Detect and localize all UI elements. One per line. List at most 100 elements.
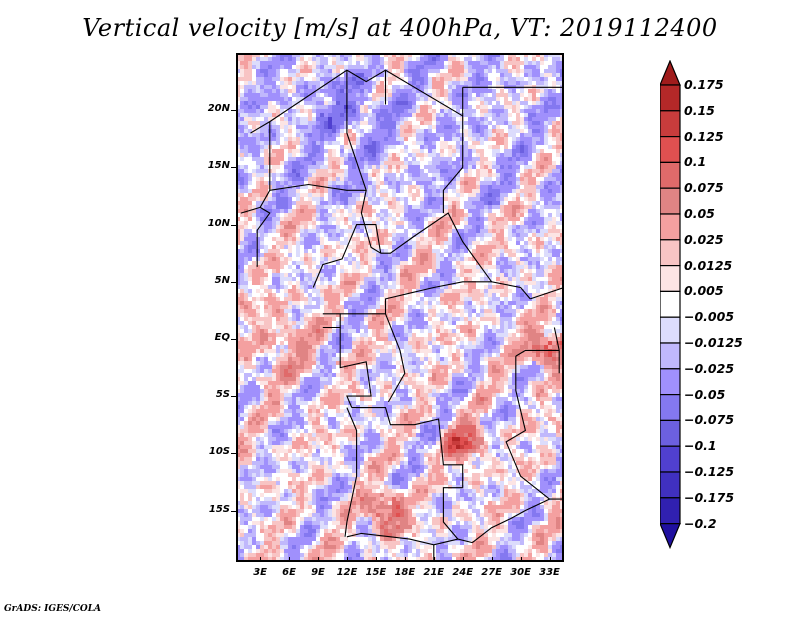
colorbar-segment <box>659 84 681 112</box>
x-tick-label: 15E <box>365 567 387 578</box>
y-tick-label: 15N <box>207 160 230 172</box>
x-tick <box>289 557 291 562</box>
border-line <box>351 407 464 488</box>
x-tick-label: 3E <box>253 567 267 578</box>
border-line <box>344 407 358 537</box>
x-tick <box>433 557 435 562</box>
colorbar-segment <box>659 213 681 241</box>
y-tick-label: 15S <box>208 503 230 515</box>
x-tick <box>260 557 262 562</box>
y-tick <box>231 396 236 398</box>
x-tick <box>404 557 406 562</box>
colorbar-segment <box>659 135 681 163</box>
colorbar-segment <box>659 187 681 215</box>
border-line <box>380 212 531 300</box>
x-tick-label: 9E <box>311 567 325 578</box>
colorbar-segment <box>659 110 681 138</box>
colorbar-label: −0.005 <box>684 309 735 325</box>
y-tick-label: 10S <box>208 446 230 458</box>
colorbar-segment <box>659 161 681 189</box>
colorbar-segment <box>659 342 681 370</box>
x-tick <box>346 557 348 562</box>
y-tick-label: 5N <box>214 274 230 286</box>
colorbar-segment <box>659 368 681 396</box>
colorbar-label: −0.05 <box>684 386 726 402</box>
y-tick <box>231 224 236 226</box>
chart-title: Vertical velocity [m/s] at 400hPa, VT: 2… <box>82 14 718 42</box>
border-line <box>472 498 550 544</box>
border-line <box>269 183 367 191</box>
y-tick-label: 20N <box>207 103 230 115</box>
y-tick <box>231 453 236 455</box>
border-line <box>250 69 464 214</box>
colorbar-segment <box>659 445 681 473</box>
colorbar-label: 0.005 <box>684 283 724 299</box>
colorbar-segment <box>659 497 681 525</box>
country-borders <box>240 69 564 562</box>
y-tick <box>231 167 236 169</box>
x-tick <box>520 557 522 562</box>
y-tick-label: 10N <box>207 217 230 229</box>
border-line <box>339 327 372 408</box>
y-tick <box>231 110 236 112</box>
x-tick-label: 24E <box>452 567 474 578</box>
border-line <box>240 121 271 214</box>
border-line <box>442 487 463 540</box>
border-line <box>530 286 564 300</box>
y-tick-label: 5S <box>215 389 230 401</box>
colorbar-segment <box>659 316 681 344</box>
colorbar-label: 0.05 <box>684 206 715 221</box>
colorbar-extend-max <box>659 59 681 86</box>
border-line <box>346 70 381 254</box>
colorbar-segment <box>659 394 681 422</box>
grads-credit: GrADS: IGES/COLA <box>4 604 102 614</box>
colorbar-segment <box>659 239 681 267</box>
velocity-field <box>236 53 564 562</box>
y-tick <box>231 510 236 512</box>
colorbar-label: −0.1 <box>684 438 717 454</box>
x-tick <box>462 557 464 562</box>
border-line <box>515 349 560 357</box>
colorbar-label: −0.125 <box>684 464 735 479</box>
colorbar-label: 0.075 <box>684 180 724 196</box>
colorbar-segment <box>659 290 681 318</box>
colorbar-graphic <box>659 59 681 550</box>
colorbar-label: 0.175 <box>684 77 724 92</box>
x-tick-label: 12E <box>336 567 358 578</box>
x-tick-label: 30E <box>510 567 531 578</box>
colorbar-label: 0.0125 <box>684 257 733 273</box>
colorbar-segment <box>659 419 681 447</box>
colorbar-label: −0.2 <box>684 515 717 531</box>
y-tick <box>231 281 236 283</box>
colorbar-label: −0.025 <box>684 360 735 376</box>
border-line <box>346 532 473 546</box>
y-tick-label: EQ <box>214 331 230 343</box>
x-tick <box>491 557 493 562</box>
x-tick-label: 21E <box>423 567 445 578</box>
x-tick-label: 33E <box>539 567 560 578</box>
colorbar-label: 0.15 <box>684 102 715 118</box>
border-line <box>256 206 271 267</box>
colorbar-label: −0.175 <box>684 489 735 505</box>
x-tick-label: 6E <box>282 567 296 578</box>
x-tick <box>318 557 319 562</box>
colorbar-segment <box>659 265 681 293</box>
y-tick <box>231 338 236 340</box>
colorbar-label: −0.075 <box>684 412 735 428</box>
border-line <box>384 313 406 403</box>
colorbar-label: −0.0125 <box>684 335 743 350</box>
x-tick <box>375 557 377 562</box>
x-tick-label: 18E <box>394 567 416 578</box>
field-cells <box>236 53 564 562</box>
border-line <box>505 356 550 500</box>
colorbar-label: 0.125 <box>684 128 724 144</box>
border-line <box>553 327 560 374</box>
colorbar: 0.175 0.15 0.125 0.1 0.075 0.05 0.025 0.0125 0.0… <box>659 59 780 564</box>
border-line <box>322 313 341 329</box>
colorbar-label: 0.025 <box>684 231 724 247</box>
border-line <box>549 476 564 500</box>
x-tick-label: 27E <box>481 567 503 578</box>
colorbar-segment <box>659 471 681 499</box>
x-tick <box>549 557 551 562</box>
colorbar-extend-min <box>659 523 681 550</box>
